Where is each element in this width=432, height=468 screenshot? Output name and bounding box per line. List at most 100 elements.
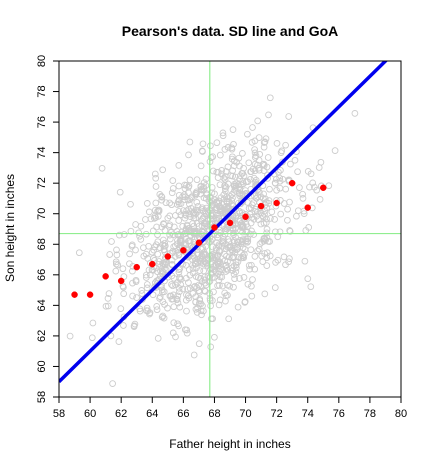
data-point	[251, 192, 258, 200]
x-axis-label: Father height in inches	[169, 437, 290, 451]
data-point	[177, 241, 184, 249]
data-point	[159, 312, 167, 320]
data-point	[157, 284, 165, 291]
data-point	[254, 117, 262, 125]
data-point	[224, 244, 232, 251]
data-point	[128, 242, 136, 250]
data-point	[221, 185, 229, 192]
data-point	[254, 247, 261, 255]
data-point	[216, 207, 224, 215]
data-point	[229, 126, 237, 133]
data-point	[223, 265, 230, 272]
y-tick-label: 68	[36, 238, 48, 250]
data-point	[307, 170, 315, 178]
x-tick-label: 76	[333, 408, 345, 420]
data-point	[185, 279, 192, 286]
data-point	[189, 269, 197, 277]
data-point	[129, 267, 136, 275]
data-point	[143, 200, 151, 207]
data-point	[233, 179, 240, 187]
data-point	[169, 185, 177, 192]
data-point	[325, 182, 333, 190]
data-point	[240, 172, 248, 180]
data-point	[215, 301, 223, 309]
data-point	[114, 261, 122, 269]
data-point	[175, 162, 183, 169]
data-point	[234, 303, 242, 311]
graph-of-averages-point	[257, 202, 265, 210]
data-point	[162, 199, 170, 207]
data-point	[151, 170, 159, 178]
data-point	[152, 174, 160, 182]
data-point	[293, 212, 300, 220]
data-point	[260, 167, 268, 175]
data-point	[200, 183, 207, 191]
data-point	[215, 199, 222, 207]
data-point	[209, 243, 217, 251]
data-point	[185, 189, 192, 196]
data-point	[154, 250, 162, 258]
data-point	[181, 326, 189, 334]
data-point	[66, 332, 74, 340]
data-point	[169, 177, 177, 184]
data-point	[254, 193, 261, 200]
data-point	[175, 250, 183, 258]
x-axis: 58 60 62 64 66 68 70 72 74 76 78 80	[53, 397, 407, 420]
data-point	[193, 176, 201, 184]
data-point	[261, 250, 268, 257]
y-tick-label: 64	[36, 299, 48, 311]
data-point	[216, 181, 224, 189]
data-point	[236, 185, 243, 193]
chart-title: Pearson's data. SD line and GoA	[122, 23, 339, 39]
data-point	[257, 193, 265, 201]
data-point	[221, 257, 229, 265]
data-point	[183, 291, 190, 299]
data-point	[266, 94, 274, 102]
data-point	[154, 207, 161, 215]
data-point	[186, 285, 194, 292]
data-point	[170, 319, 178, 327]
data-point	[248, 282, 255, 290]
data-point	[294, 168, 301, 176]
data-point	[157, 267, 164, 275]
data-point	[250, 231, 258, 238]
graph-of-averages-point	[86, 291, 94, 298]
data-point	[223, 225, 231, 233]
data-point	[175, 196, 183, 204]
data-point	[240, 180, 247, 188]
data-point	[142, 216, 149, 223]
data-point	[232, 268, 240, 276]
data-point	[161, 242, 169, 250]
data-point	[249, 276, 256, 283]
data-point	[278, 147, 286, 155]
data-point	[207, 142, 214, 150]
data-point	[230, 229, 237, 237]
data-point	[271, 216, 278, 223]
data-point	[215, 197, 222, 205]
graph-of-averages-point	[226, 219, 234, 227]
data-point	[244, 199, 251, 206]
data-point	[146, 271, 154, 279]
data-point	[282, 141, 289, 149]
data-point	[274, 256, 282, 264]
data-point	[306, 183, 313, 191]
graph-of-averages-point	[273, 199, 280, 207]
data-point	[216, 203, 224, 211]
data-point	[126, 260, 133, 268]
data-point	[331, 147, 339, 154]
data-point	[299, 190, 306, 198]
data-point	[132, 276, 140, 284]
data-point	[126, 250, 133, 258]
data-point	[263, 229, 271, 237]
data-point	[113, 246, 120, 254]
data-point	[284, 205, 291, 213]
data-point	[291, 156, 299, 164]
graph-of-averages-point	[149, 260, 156, 268]
data-point	[193, 189, 200, 197]
data-point	[145, 208, 153, 216]
data-point	[222, 240, 230, 248]
data-point	[254, 208, 261, 216]
data-point	[156, 295, 163, 302]
data-point	[175, 208, 183, 215]
